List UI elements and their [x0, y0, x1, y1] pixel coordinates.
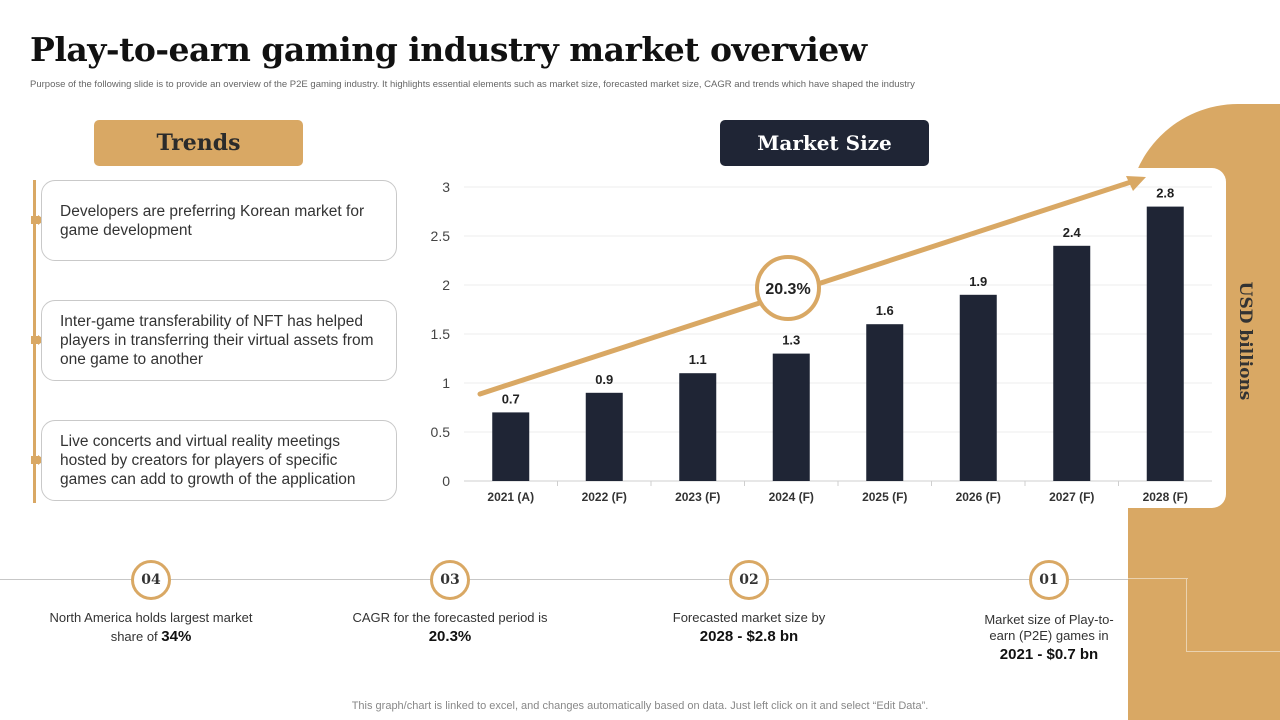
- y-tick-label: 0.5: [431, 424, 451, 440]
- bar: [866, 324, 904, 481]
- x-tick-label: 2025 (F): [862, 490, 907, 504]
- trend-item: Live concerts and virtual reality meetin…: [41, 420, 397, 501]
- cagr-annotation: 20.3%: [765, 281, 810, 298]
- unit-label: USD billions: [1235, 281, 1255, 400]
- y-tick-label: 3: [442, 179, 450, 195]
- x-tick-label: 2028 (F): [1143, 490, 1188, 504]
- footer-note: This graph/chart is linked to excel, and…: [351, 700, 929, 712]
- trend-text: Live concerts and virtual reality meetin…: [60, 433, 356, 488]
- stat-text: CAGR for the forecasted period is 20.3%: [352, 610, 548, 645]
- x-tick-label: 2022 (F): [582, 490, 627, 504]
- market-size-chart: 0 0.5 1 1.5 2 2.5 3 0.7 2021 (A) 0.9 2022 (F) 1.1 20…: [431, 176, 1212, 504]
- trends-heading: Trends: [94, 120, 303, 166]
- y-tick-label: 0: [442, 473, 450, 489]
- data-label: 1.3: [782, 333, 800, 348]
- trend-item: Inter-game transferability of NFT has he…: [41, 300, 397, 381]
- x-tick-label: 2027 (F): [1049, 490, 1094, 504]
- stat-number-badge: 02: [729, 560, 769, 600]
- chart-card: [418, 168, 1226, 508]
- stat-text: Forecasted market size by 2028 - $2.8 bn: [672, 610, 826, 645]
- cagr-circle: [755, 255, 821, 321]
- bar: [772, 353, 810, 481]
- bar: [1053, 245, 1091, 481]
- y-tick-label: 2: [442, 277, 450, 293]
- data-label: 1.6: [876, 303, 894, 318]
- stats-timeline-line: [0, 579, 1128, 580]
- stat-text: North America holds largest market share…: [49, 610, 253, 645]
- page-title: Play-to-earn gaming industry market over…: [30, 30, 867, 69]
- stat-number-badge: 04: [131, 560, 171, 600]
- data-label: 1.1: [689, 352, 707, 367]
- y-tick-label: 1: [442, 375, 450, 391]
- y-tick-label: 2.5: [431, 228, 451, 244]
- page-subtitle: Purpose of the following slide is to pro…: [30, 79, 915, 90]
- trend-text: Inter-game transferability of NFT has he…: [60, 313, 374, 368]
- decorative-line: [1128, 578, 1188, 579]
- trend-text: Developers are preferring Korean market …: [60, 202, 365, 239]
- data-label: 0.9: [595, 372, 613, 387]
- stat-number-badge: 03: [430, 560, 470, 600]
- x-tick-label: 2023 (F): [675, 490, 720, 504]
- data-label: 2.8: [1156, 186, 1174, 201]
- data-label: 1.9: [969, 274, 987, 289]
- x-tick-label: 2021 (A): [487, 490, 534, 504]
- trend-item: Developers are preferring Korean market …: [41, 180, 397, 261]
- bar: [959, 294, 997, 481]
- data-label: 2.4: [1063, 225, 1082, 240]
- bar: [679, 373, 717, 481]
- bar: [585, 392, 623, 481]
- bar: [1146, 206, 1184, 481]
- bar: [492, 412, 530, 481]
- stat-number-badge: 01: [1029, 560, 1069, 600]
- arrow-head-icon: [1126, 176, 1146, 191]
- stat-text: Market size of Play-to-earn (P2E) games …: [984, 612, 1114, 663]
- decorative-line: [1186, 578, 1187, 652]
- data-label: 0.7: [502, 391, 520, 406]
- market-size-heading: Market Size: [720, 120, 929, 166]
- y-tick-label: 1.5: [431, 326, 451, 342]
- x-tick-label: 2024 (F): [769, 490, 814, 504]
- decorative-line: [1186, 651, 1280, 652]
- x-tick-label: 2026 (F): [956, 490, 1001, 504]
